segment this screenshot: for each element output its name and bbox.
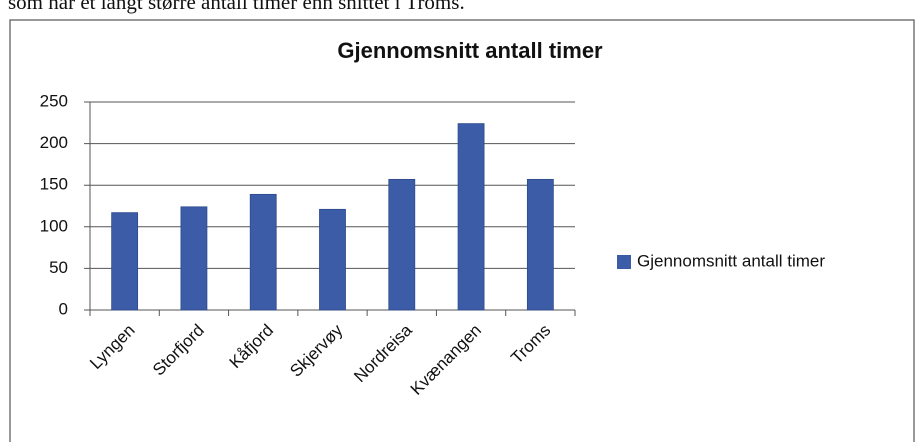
bar	[249, 193, 277, 311]
bar	[180, 206, 208, 311]
y-tick-label: 50	[49, 258, 68, 277]
y-tick-label: 100	[40, 216, 68, 235]
caption: som har et langt større antall timer enn…	[8, 0, 465, 14]
bar	[526, 178, 554, 311]
y-tick-label: 250	[40, 91, 68, 110]
y-tick-label: 150	[40, 175, 68, 194]
bar	[319, 208, 346, 311]
legend-label: Gjennomsnitt antall timer	[637, 251, 825, 270]
bar	[388, 178, 416, 311]
y-tick-label: 0	[59, 299, 68, 318]
bar	[111, 212, 139, 311]
chart-title: Gjennomsnitt antall timer	[337, 38, 603, 63]
legend-swatch	[617, 255, 631, 269]
bar	[457, 123, 485, 311]
y-tick-label: 200	[40, 133, 68, 152]
